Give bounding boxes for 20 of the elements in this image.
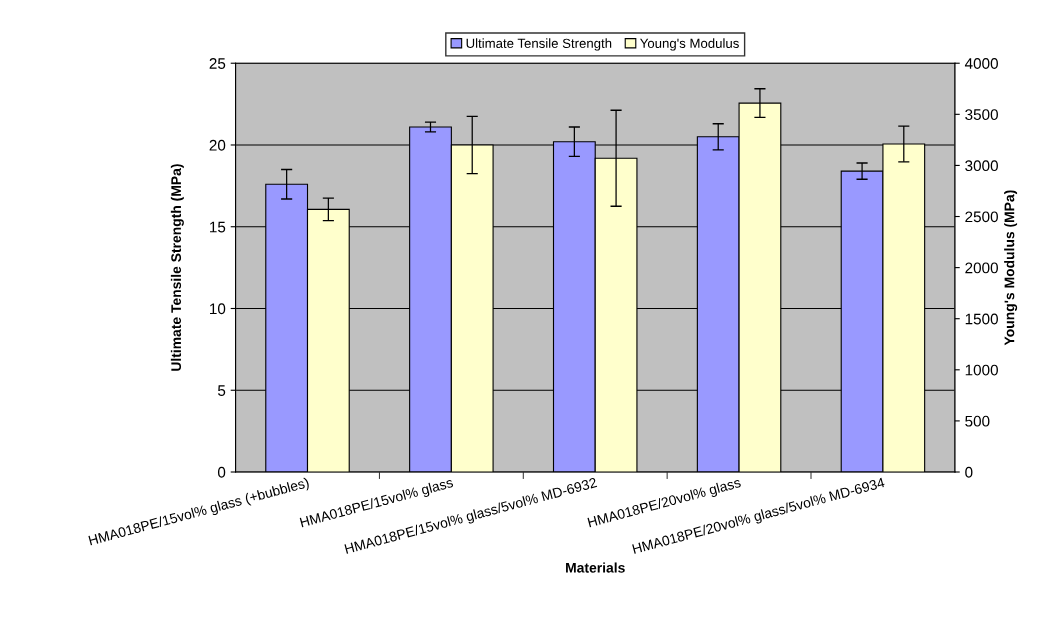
y-tick-label: 5 [217,385,226,396]
y2-tick-label: 3000 [965,160,998,172]
y2-tick-label: 1500 [965,313,998,325]
y2-tick-label: 4000 [964,58,998,69]
y2-tick-label: 2000 [965,262,998,274]
legend-label: Young's Modulus [640,38,739,51]
y-tick-label: 0 [217,466,226,478]
legend-label: Ultimate Tensile Strength [466,38,612,51]
y2-tick-label: 2500 [965,211,998,223]
y-tick-label: 10 [210,303,226,315]
y2-tick-label: 3500 [965,109,998,121]
y2-tick-label: 500 [965,415,990,427]
y-tick-label: 15 [210,221,226,233]
y2-axis-title: Young's Modulus (MPa) [1004,190,1018,346]
y2-tick-label: 0 [965,466,973,478]
y-tick-label: 20 [209,139,226,151]
y-axis-title: Ultimate Tensile Strength (MPa) [170,164,184,371]
y2-tick-label: 1000 [965,364,998,376]
x-axis-title: Materials [566,562,625,573]
y-tick-label: 25 [209,58,226,69]
